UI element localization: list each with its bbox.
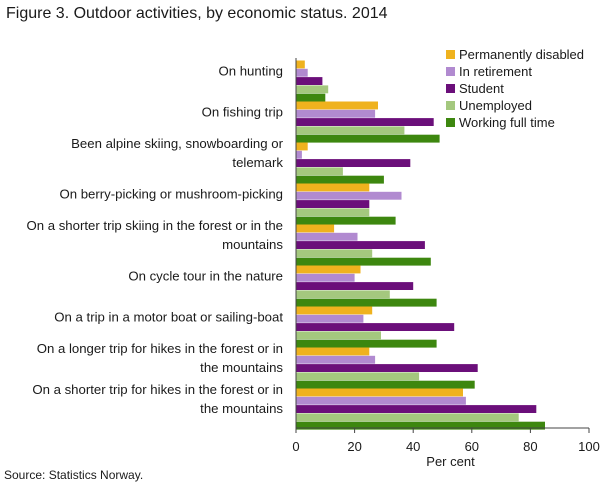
x-tick-label-2: 40 xyxy=(406,439,420,454)
legend-swatch-unemployed xyxy=(446,101,455,110)
legend-swatch-student xyxy=(446,84,455,93)
bar-permanently-disabled-6 xyxy=(296,306,373,315)
x-tick-label-4: 80 xyxy=(523,439,537,454)
category-labels: On hunting On fishing trip Been alpine ski… xyxy=(26,64,283,417)
bar-permanently-disabled-5 xyxy=(296,265,361,274)
bar-student-7 xyxy=(296,364,478,372)
category-label-3-0: On berry-picking or mushroom-picking xyxy=(59,187,283,202)
bar-unemployed-8 xyxy=(296,413,519,422)
legend-label-unemployed: Unemployed xyxy=(459,98,532,113)
chart-title: Figure 3. Outdoor activities, by economi… xyxy=(6,5,388,22)
category-label-2-0: Been alpine skiing, snowboarding or xyxy=(71,136,283,151)
legend: Permanently disabled In retirement Student… xyxy=(438,42,595,130)
legend-swatch-permanently-disabled xyxy=(446,50,455,59)
category-label-5-0: On cycle tour in the nature xyxy=(128,269,283,284)
bar-in-retirement-1 xyxy=(296,109,376,118)
legend-label-student: Student xyxy=(459,81,504,96)
bar-in-retirement-8 xyxy=(296,396,466,405)
bar-permanently-disabled-0 xyxy=(296,60,305,69)
bar-unemployed-1 xyxy=(296,126,405,135)
category-label-6-0: On a trip in a motor boat or sailing-boa… xyxy=(54,310,283,325)
bar-working-full-time-8 xyxy=(296,421,545,430)
bar-student-3 xyxy=(296,200,370,208)
legend-label-permanently-disabled: Permanently disabled xyxy=(459,47,584,62)
bar-in-retirement-2 xyxy=(296,150,302,159)
category-label-1-0: On fishing trip xyxy=(202,105,283,120)
x-tick-label-0: 0 xyxy=(292,439,299,454)
legend-label-working-full-time: Working full time xyxy=(459,115,555,130)
bar-unemployed-2 xyxy=(296,167,343,176)
bar-permanently-disabled-4 xyxy=(296,224,335,233)
bar-unemployed-4 xyxy=(296,249,373,258)
legend-background xyxy=(438,42,595,130)
category-label-7-0: On a longer trip for hikes in the forest… xyxy=(37,341,283,356)
bar-permanently-disabled-8 xyxy=(296,388,463,397)
category-label-2-1: telemark xyxy=(232,155,283,170)
bar-unemployed-7 xyxy=(296,372,420,381)
legend-swatch-working-full-time xyxy=(446,118,455,127)
legend-label-in-retirement: In retirement xyxy=(459,64,532,79)
bar-working-full-time-4 xyxy=(296,257,431,266)
bars-layer xyxy=(296,60,545,430)
bar-unemployed-5 xyxy=(296,290,390,299)
x-axis-label: Per cent xyxy=(426,454,475,469)
bar-working-full-time-6 xyxy=(296,339,437,348)
axes-layer: 0 20 40 60 80 100 Per cent xyxy=(292,58,600,469)
bar-student-2 xyxy=(296,159,411,167)
bar-in-retirement-7 xyxy=(296,355,376,364)
category-label-7-1: the mountains xyxy=(200,360,283,375)
bar-working-full-time-2 xyxy=(296,175,384,184)
bar-permanently-disabled-1 xyxy=(296,101,378,110)
bar-in-retirement-4 xyxy=(296,232,358,241)
bar-permanently-disabled-3 xyxy=(296,183,370,192)
bar-unemployed-3 xyxy=(296,208,370,217)
bar-in-retirement-0 xyxy=(296,68,308,77)
category-label-8-0: On a shorter trip for hikes in the fores… xyxy=(32,382,283,397)
bar-student-5 xyxy=(296,282,414,290)
bar-student-6 xyxy=(296,323,455,331)
bar-student-1 xyxy=(296,118,434,126)
x-tick-label-1: 20 xyxy=(347,439,361,454)
bar-working-full-time-1 xyxy=(296,134,440,143)
bar-in-retirement-6 xyxy=(296,314,364,323)
bar-working-full-time-0 xyxy=(296,93,326,102)
bar-student-4 xyxy=(296,241,425,249)
bar-unemployed-6 xyxy=(296,331,381,340)
category-label-4-0: On a shorter trip skiing in the forest o… xyxy=(26,218,283,233)
bar-in-retirement-5 xyxy=(296,273,355,282)
x-tick-label-3: 60 xyxy=(465,439,479,454)
bar-student-8 xyxy=(296,405,537,413)
bar-working-full-time-5 xyxy=(296,298,437,307)
category-label-4-1: mountains xyxy=(222,237,283,252)
category-label-0-0: On hunting xyxy=(218,64,283,79)
bar-unemployed-0 xyxy=(296,85,329,94)
bar-working-full-time-7 xyxy=(296,380,475,389)
bar-permanently-disabled-2 xyxy=(296,142,308,151)
bar-permanently-disabled-7 xyxy=(296,347,370,356)
x-tick-label-5: 100 xyxy=(578,439,600,454)
source-note: Source: Statistics Norway. xyxy=(4,468,144,482)
bar-student-0 xyxy=(296,77,323,85)
legend-swatch-in-retirement xyxy=(446,67,455,76)
category-label-8-1: the mountains xyxy=(200,401,283,416)
bar-working-full-time-3 xyxy=(296,216,396,225)
bar-in-retirement-3 xyxy=(296,191,402,200)
